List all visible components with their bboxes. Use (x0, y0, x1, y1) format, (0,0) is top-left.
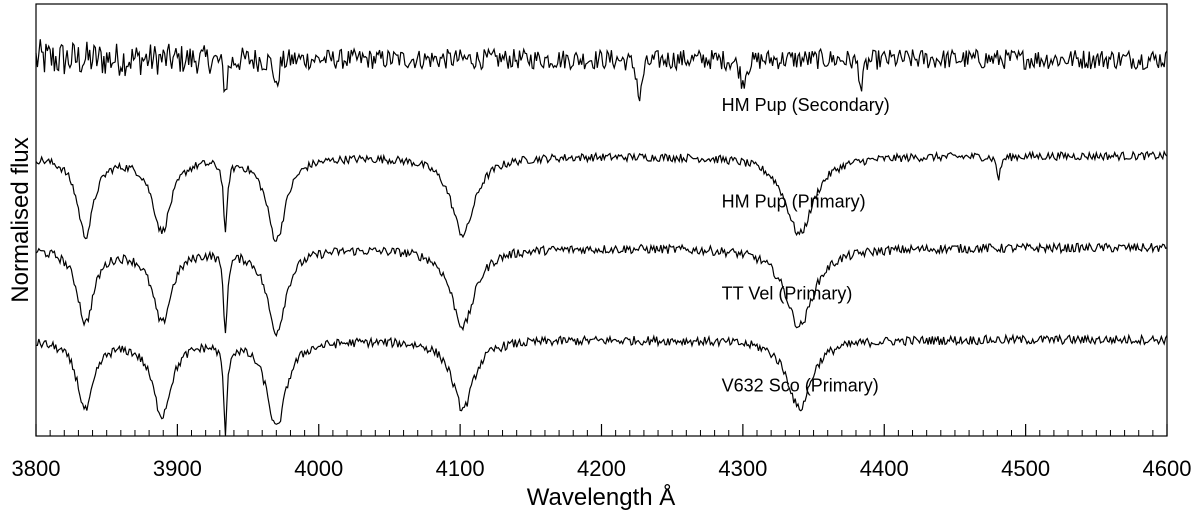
x-tick-label-4300: 4300 (718, 456, 767, 481)
plot-frame (35, 3, 1168, 437)
spectra-group (35, 39, 1168, 436)
x-tick-label-4500: 4500 (1001, 456, 1050, 481)
series-label-3: V632 Sco (Primary) (722, 375, 879, 395)
x-tick-label-4200: 4200 (577, 456, 626, 481)
x-tick-label-4100: 4100 (436, 456, 485, 481)
spectrum-line-2 (35, 241, 1168, 338)
x-tick-label-4400: 4400 (860, 456, 909, 481)
y-axis-label: Normalised flux (7, 137, 34, 302)
series-label-2: TT Vel (Primary) (722, 284, 853, 304)
x-tick-label-3800: 3800 (12, 456, 61, 481)
series-labels: HM Pup (Secondary) HM Pup (Primary) TT Vel… (722, 95, 890, 395)
x-tick-label-4600: 4600 (1143, 456, 1192, 481)
series-label-1: HM Pup (Primary) (722, 192, 866, 212)
spectrum-line-0 (35, 39, 1168, 102)
x-axis-ticks (35, 424, 1168, 436)
spectrum-line-3 (35, 333, 1168, 436)
x-tick-label-4000: 4000 (294, 456, 343, 481)
series-label-0: HM Pup (Secondary) (722, 95, 890, 115)
x-axis-label: Wavelength Å (527, 483, 676, 511)
x-tick-label-3900: 3900 (153, 456, 202, 481)
x-axis-tick-labels: 3800 3900 4000 4100 4200 4300 4400 4500 4600 (12, 456, 1192, 481)
spectrum-line-1 (35, 149, 1168, 242)
